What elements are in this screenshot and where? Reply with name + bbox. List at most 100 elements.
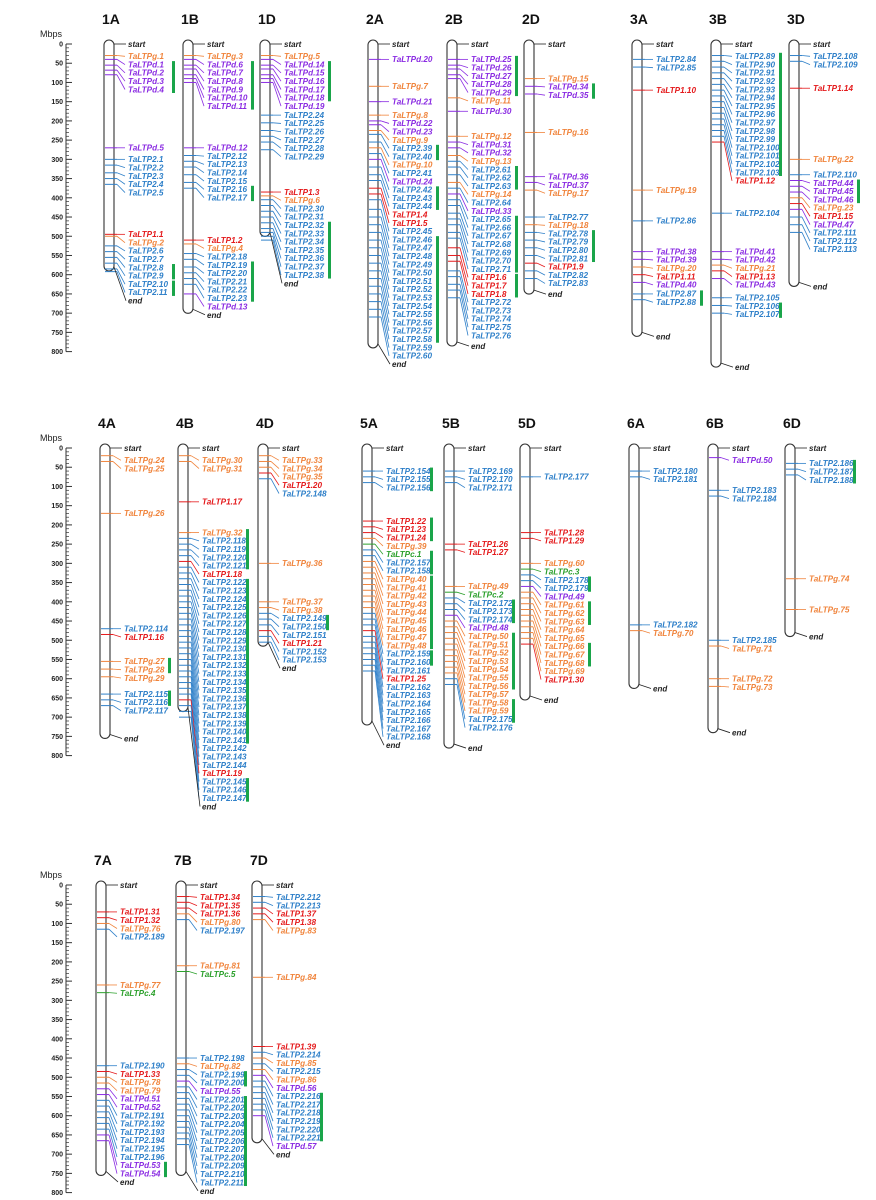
gene-connector: [380, 141, 390, 157]
tandem-duplication-bar: [588, 576, 591, 592]
axis-tick-label: 200: [51, 522, 63, 529]
gene-connector: [270, 630, 280, 644]
gene-label: TaLTPg.71: [732, 644, 773, 653]
gene-label: TaLTP2.130: [202, 645, 247, 654]
end-label: end: [732, 729, 747, 738]
gene-label: TaLTP2.73: [471, 306, 511, 315]
gene-connector: [264, 1063, 274, 1072]
gene-connector: [644, 258, 654, 261]
gene-connector: [272, 122, 282, 124]
gene-connector: [190, 537, 200, 542]
gene-label: TaLTPg.38: [282, 606, 323, 615]
start-label: start: [200, 881, 218, 890]
gene-label: TaLTP2.160: [386, 658, 431, 667]
chromosome-body: [446, 39, 458, 347]
axis-tick-label: 700: [51, 715, 63, 722]
gene-label: TaLTPc.4: [120, 989, 156, 998]
end-label: end: [120, 1178, 135, 1187]
gene-label: TaLTPg.44: [386, 608, 427, 617]
axis-tick-label: 800: [51, 1190, 63, 1197]
gene-label: TaLTPd.13: [207, 302, 248, 311]
gene-connector: [108, 1082, 118, 1091]
axis-tick-label: 100: [51, 921, 63, 928]
start-label: start: [207, 40, 225, 49]
gene-label: TaLTP2.127: [202, 620, 247, 629]
gene-label: TaLTP1.39: [276, 1042, 316, 1051]
gene-connector: [272, 222, 282, 242]
end-connector: [371, 720, 385, 746]
gene-connector: [270, 478, 280, 494]
gene-label: TaLTP2.4: [128, 180, 164, 189]
gene-label: TaLTP2.40: [392, 152, 432, 161]
gene-label: TaLTPd.36: [548, 172, 589, 181]
gene-label: TaLTPg.83: [276, 926, 317, 935]
gene-connector: [112, 668, 122, 671]
gene-connector: [380, 263, 390, 298]
gene-label: TaLTPg.26: [124, 509, 165, 518]
gene-label: TaLTP2.218: [276, 1109, 321, 1118]
tandem-duplication-bar: [328, 61, 331, 102]
gene-label: TaLTPd.2: [128, 69, 164, 78]
gene-connector: [116, 59, 126, 65]
end-connector: [113, 266, 127, 301]
gene-label: TaLTP2.52: [392, 285, 432, 294]
gene-connector: [374, 549, 384, 563]
gene-label: TaLTP2.156: [386, 483, 431, 492]
gene-connector: [380, 270, 390, 307]
start-label: start: [656, 40, 674, 49]
gene-label: TaLTP2.88: [656, 298, 696, 307]
gene-connector: [272, 195, 282, 201]
gene-label: TaLTP2.176: [468, 723, 513, 732]
gene-connector: [459, 155, 469, 162]
gene-label: TaLTP2.16: [207, 185, 247, 194]
gene-connector: [108, 928, 118, 938]
gene-label: TaLTP2.3: [128, 172, 164, 181]
gene-label: TaLTP2.27: [284, 136, 324, 145]
gene-label: TaLTP2.63: [471, 182, 511, 191]
gene-connector: [190, 665, 200, 724]
gene-label: TaLTP1.5: [392, 219, 428, 228]
gene-label: TaLTP2.198: [200, 1054, 245, 1063]
gene-connector: [801, 224, 811, 242]
gene-label: TaLTP2.53: [392, 294, 432, 303]
end-label: end: [468, 744, 483, 753]
gene-label: TaLTP2.96: [735, 110, 775, 119]
chromosome-1B: 1BstartTaLTPg.3TaLTPd.6TaLTPd.7TaLTPd.8T…: [181, 11, 254, 320]
chromosome-body: [628, 443, 640, 690]
gene-connector: [536, 270, 546, 276]
gene-label: TaLTP2.190: [120, 1062, 165, 1071]
end-label: end: [656, 332, 671, 341]
gene-connector: [188, 971, 198, 975]
chromosome-body: [519, 443, 531, 701]
gene-label: TaLTP2.7: [128, 255, 164, 264]
gene-connector: [374, 567, 384, 588]
gene-label: TaLTP2.36: [284, 254, 324, 263]
gene-label: TaLTP2.118: [202, 537, 246, 546]
gene-label: TaLTP1.11: [656, 272, 696, 281]
axis-tick-label: 450: [51, 1056, 63, 1063]
gene-label: TaLTP2.1: [128, 155, 164, 164]
gene-connector: [459, 199, 469, 220]
gene-label: TaLTPg.4: [207, 244, 243, 253]
gene-label: TaLTP2.217: [276, 1100, 321, 1109]
end-label: end: [124, 734, 139, 743]
gene-label: TaLTP2.112: [813, 237, 857, 246]
gene-label: TaLTPd.30: [471, 107, 512, 116]
gene-label: TaLTPg.13: [471, 157, 512, 166]
gene-connector: [380, 166, 390, 190]
start-label: start: [468, 444, 486, 453]
gene-connector: [190, 642, 200, 691]
axis-tick-label: 700: [51, 1152, 63, 1159]
tandem-duplication-bar: [246, 778, 249, 802]
chromosome-title: 3A: [630, 11, 648, 27]
axis-tick-label: 150: [51, 503, 63, 510]
gene-connector: [374, 613, 384, 654]
chromosome-title: 6B: [706, 415, 724, 431]
chromosome-3B: 3BstartTaLTP2.89TaLTP2.90TaLTP2.91TaLTP2…: [709, 11, 782, 372]
gene-label: TaLTPg.42: [386, 592, 427, 601]
gene-label: TaLTPg.58: [468, 698, 509, 707]
gene-label: TaLTP2.65: [471, 215, 511, 224]
gene-label: TaLTP2.141: [202, 736, 247, 745]
gene-label: TaLTPd.39: [656, 256, 697, 265]
gene-connector: [380, 278, 390, 315]
